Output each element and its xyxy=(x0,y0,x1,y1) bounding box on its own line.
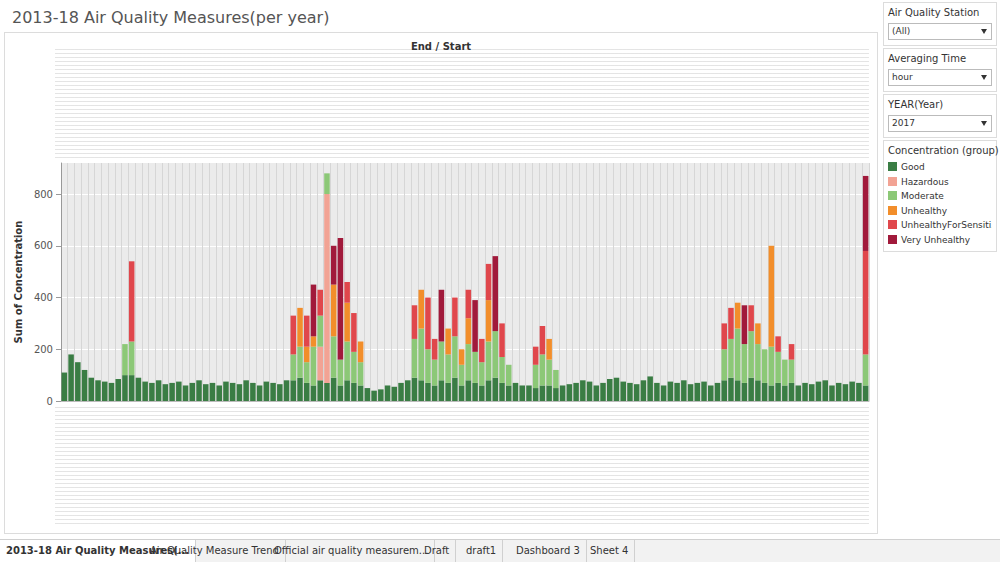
html-text:YEAR(Year): YEAR(Year) xyxy=(888,99,944,110)
svg-text:0: 0 xyxy=(47,396,53,407)
html-text:Official air quality measurem.: Official air quality measurem... xyxy=(274,545,429,556)
html-text:Concentration (group): Concentration (group) xyxy=(888,145,999,156)
html-text:Air Quality Measure Trend: Air Quality Measure Trend xyxy=(150,545,279,556)
html-text:Hazardous: Hazardous xyxy=(901,176,949,187)
html-text:2013-18 Air Quality Measures(p: 2013-18 Air Quality Measures(per year) xyxy=(12,8,330,27)
svg-text:400: 400 xyxy=(34,292,53,303)
html-text:draft1: draft1 xyxy=(466,545,497,556)
svg-text:200: 200 xyxy=(34,344,53,355)
html-text:2017: 2017 xyxy=(892,118,915,128)
svg-text:End / Start: End / Start xyxy=(411,41,471,52)
html-text:Air Quality Station: Air Quality Station xyxy=(888,7,980,18)
html-text:Dashboard 3: Dashboard 3 xyxy=(516,545,580,556)
svg-text:Sum of Concentration: Sum of Concentration xyxy=(13,221,24,344)
svg-text:600: 600 xyxy=(34,240,53,251)
html-text:hour: hour xyxy=(892,72,913,82)
html-text:(All): (All) xyxy=(892,26,911,36)
html-text:Averaging Time: Averaging Time xyxy=(888,53,966,64)
html-text:Good: Good xyxy=(901,162,925,172)
html-text:Unhealthy: Unhealthy xyxy=(901,205,948,216)
svg-text:800: 800 xyxy=(34,189,53,200)
html-text:Draft: Draft xyxy=(424,545,450,556)
html-text:2013-18 Air Quality Measures(.: 2013-18 Air Quality Measures(... xyxy=(6,545,190,556)
html-text:Very Unhealthy: Very Unhealthy xyxy=(901,234,970,245)
html-text:Moderate: Moderate xyxy=(901,191,944,201)
html-text:Sheet 4: Sheet 4 xyxy=(590,545,629,556)
